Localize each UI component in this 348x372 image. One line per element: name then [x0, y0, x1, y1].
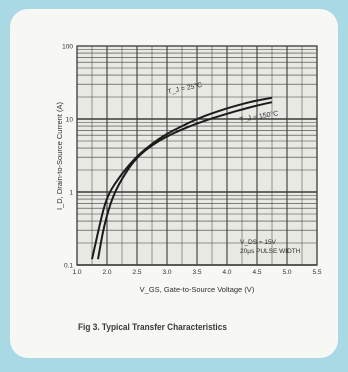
x-tick-label: 2.0 — [102, 269, 111, 276]
y-tick-label: 100 — [62, 44, 73, 51]
series-line-tj25 — [91, 96, 273, 260]
x-tick-label: 2.5 — [132, 269, 141, 276]
x-tick-label: 5.5 — [312, 269, 321, 276]
figure-caption: Fig 3. Typical Transfer Characteristics — [78, 322, 227, 332]
x-tick-label: 3.0 — [162, 269, 171, 276]
series-line-tj150 — [97, 101, 273, 260]
x-tick-label: 4.0 — [222, 269, 231, 276]
x-tick-label: 1.0 — [72, 269, 81, 276]
y-tick-label: 10 — [66, 117, 74, 124]
x-tick-label: 4.5 — [252, 269, 261, 276]
series-curves — [91, 96, 273, 260]
x-tick-label: 5.0 — [282, 269, 291, 276]
y-tick-label: 1 — [69, 190, 73, 197]
y-axis-label: I_D, Drain-to-Source Current (A) — [55, 102, 64, 210]
tick-labels: 1.0 2.0 2.5 3.0 3.5 4.0 4.5 5.0 5.5 0.1 1 10 100 — [62, 44, 322, 277]
annotation-vds: V_DS = 15V — [240, 239, 277, 246]
y-tick-label: 0.1 — [64, 263, 73, 270]
x-axis-label: V_GS, Gate-to-Source Voltage (V) — [140, 285, 255, 294]
x-tick-label: 3.5 — [192, 269, 201, 276]
annotation-pulse-width: 20µs PULSE WIDTH — [240, 248, 301, 255]
